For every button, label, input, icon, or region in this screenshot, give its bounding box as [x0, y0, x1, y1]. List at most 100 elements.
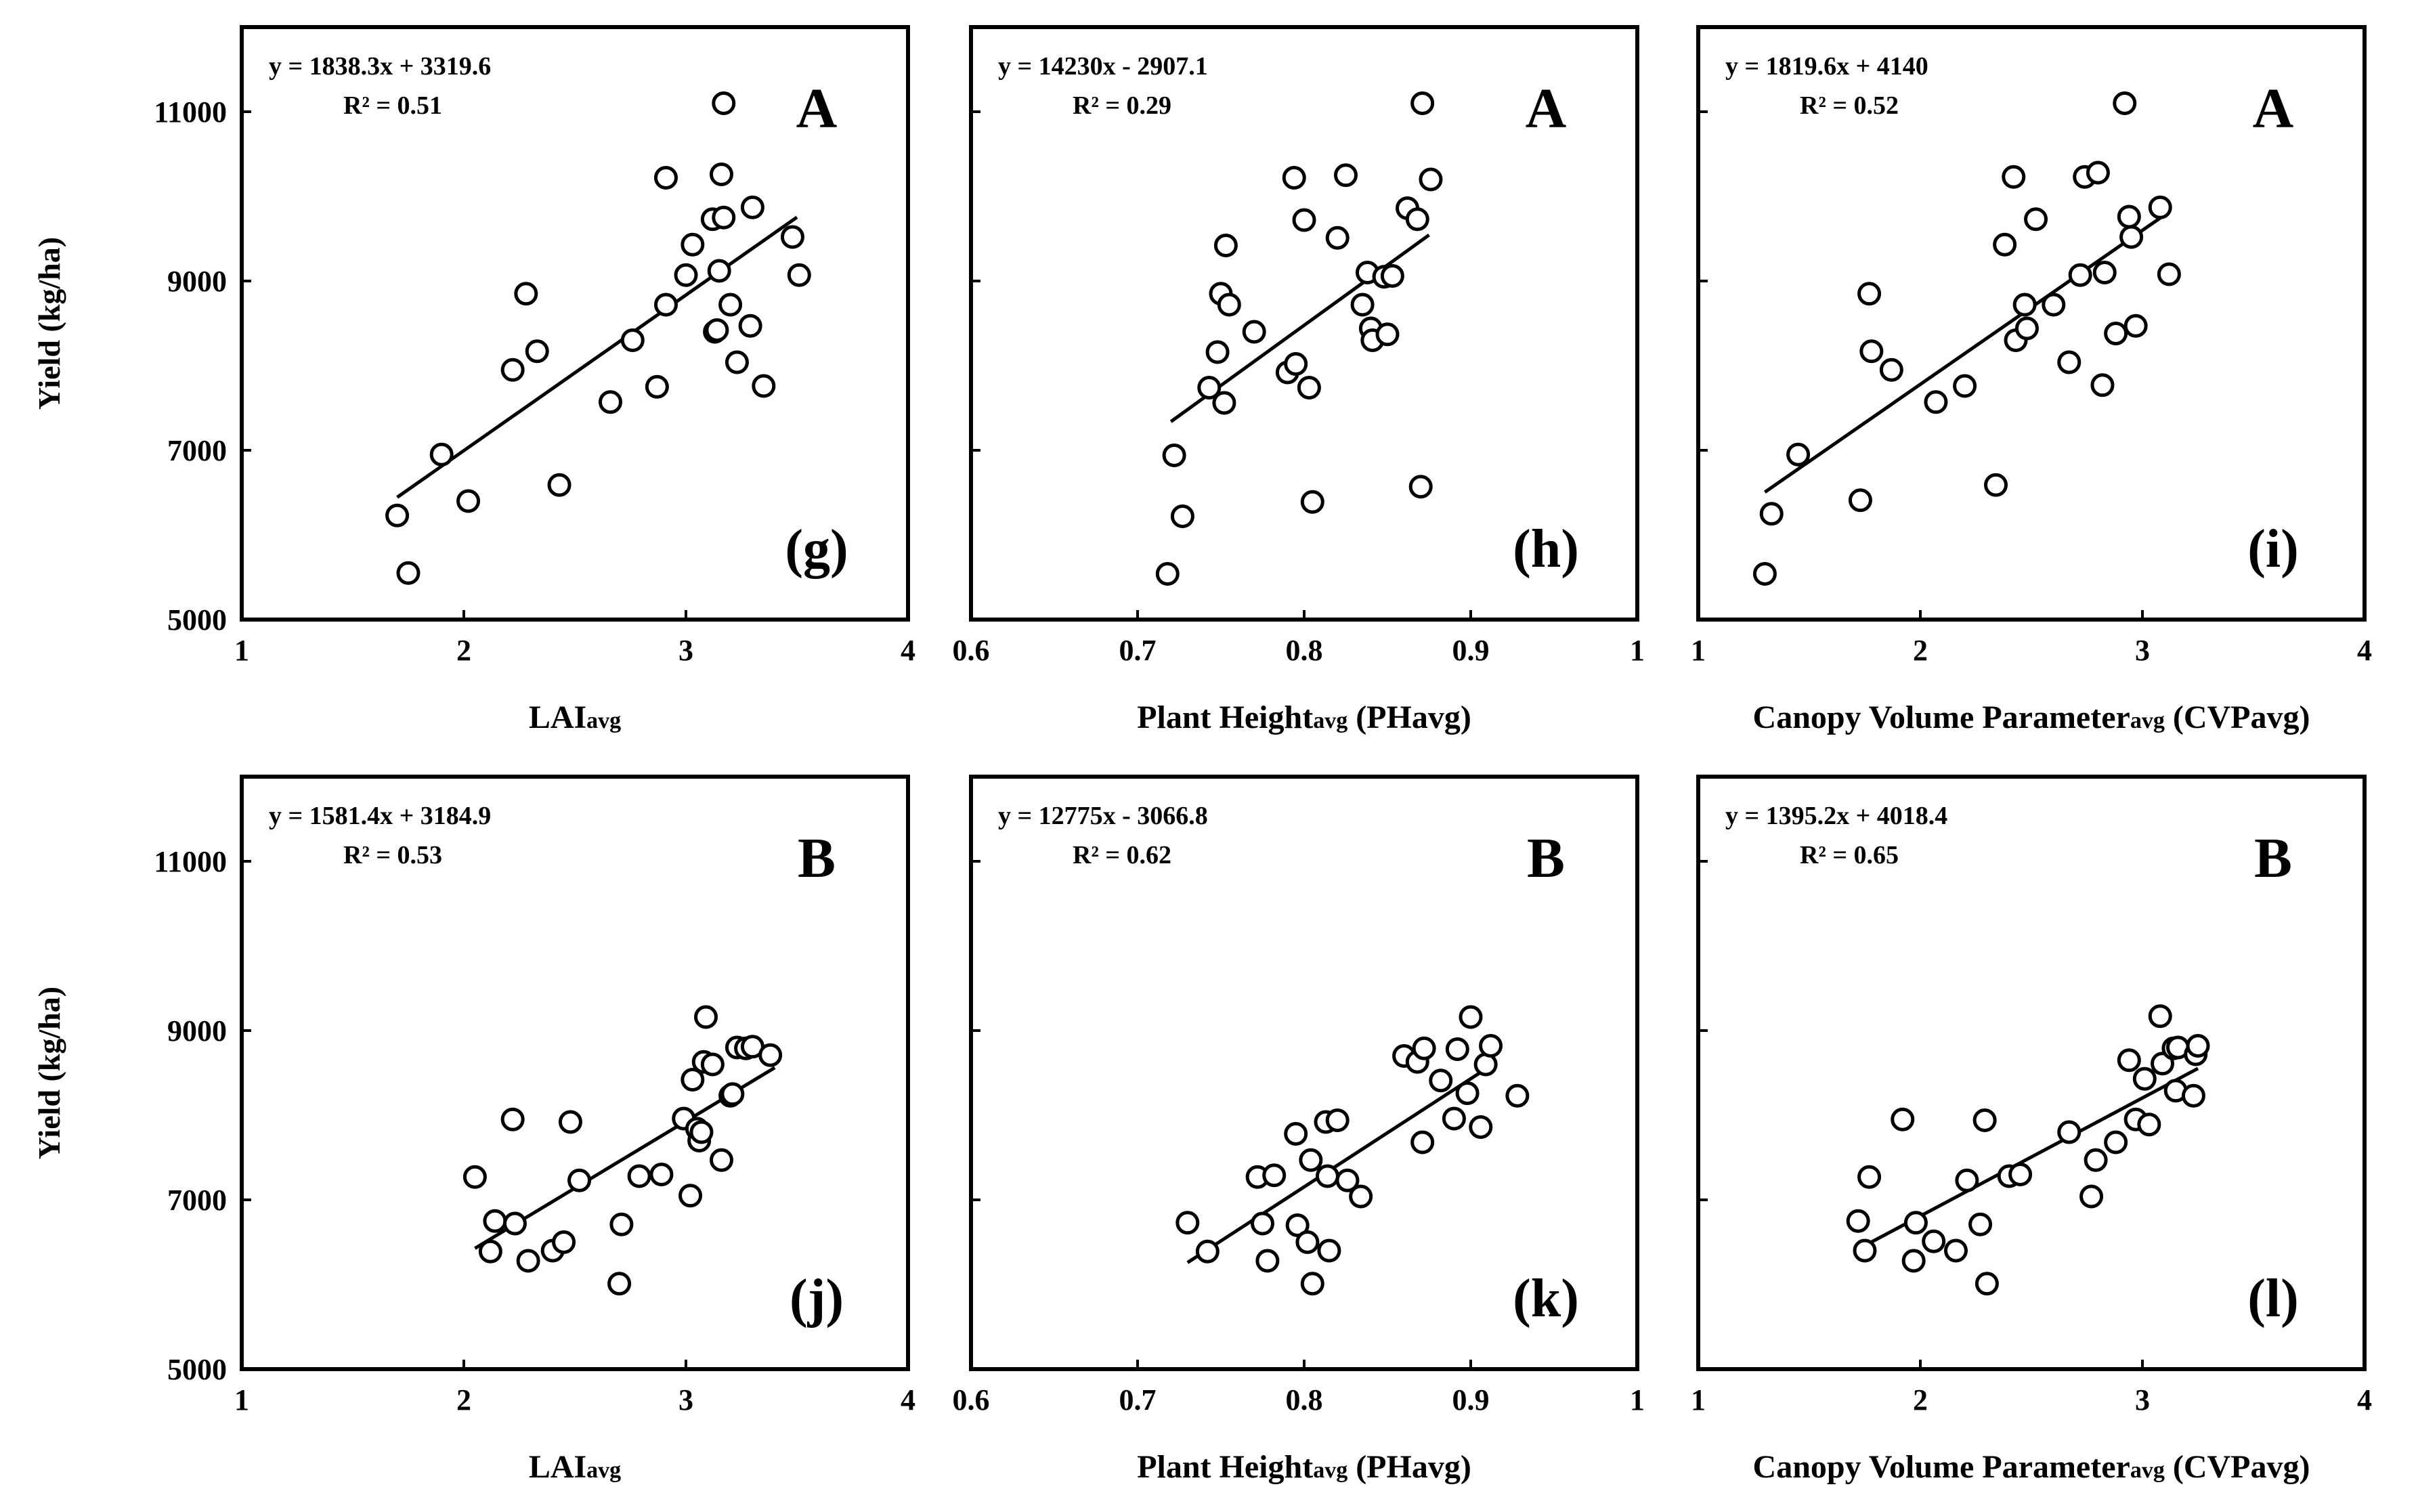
plot-frame: [1696, 25, 2367, 622]
x-tick-label: 0.9: [1452, 1383, 1490, 1417]
plot-frame: [1696, 775, 2367, 1371]
data-point: [1846, 1209, 1870, 1233]
data-point: [514, 282, 538, 306]
data-point: [1853, 1238, 1877, 1263]
data-point: [1903, 1211, 1928, 1235]
group-label: A: [796, 77, 838, 140]
data-point: [1984, 473, 2008, 497]
plot-frame: [969, 25, 1639, 622]
data-point: [2117, 204, 2141, 229]
data-point: [718, 293, 743, 317]
panel-label: (j): [790, 1269, 844, 1329]
data-point: [2113, 91, 2137, 115]
data-point: [1479, 1034, 1503, 1058]
panel-j: 1 2 3 4 5000 7000 9000 11000 Yield (kg/ha) LAIavg…: [32, 775, 915, 1485]
data-point: [1285, 1213, 1310, 1237]
data-point: [674, 263, 698, 287]
data-point: [1284, 352, 1308, 376]
data-point: [1405, 207, 1429, 232]
data-point: [1848, 488, 1872, 513]
data-point: [547, 473, 571, 497]
data-point: [1410, 1130, 1435, 1154]
data-point: [1292, 208, 1316, 232]
y-axis-label: Yield (kg/ha): [32, 237, 66, 410]
data-point: [2137, 1113, 2161, 1137]
x-axis-label-tail: (PHavg): [1347, 1449, 1471, 1485]
data-point: [2024, 207, 2048, 232]
y-tick-label: 9000: [167, 1014, 227, 1047]
data-point: [1943, 1238, 1968, 1263]
data-point: [681, 232, 705, 257]
panel-label: (i): [2247, 519, 2299, 579]
data-point: [1325, 225, 1350, 250]
x-axis-label-subscript: avg: [586, 1458, 621, 1483]
data-point: [709, 1148, 733, 1172]
y-tick-label: 7000: [167, 1184, 227, 1217]
regression-equation: y = 1395.2x + 4018.4: [1725, 802, 1947, 830]
data-point: [1408, 475, 1433, 499]
data-point: [720, 1082, 745, 1106]
data-point: [1459, 1005, 1483, 1029]
x-axis-label: LAIavg: [529, 699, 621, 735]
regression-equation: y = 1819.6x + 4140: [1725, 52, 1928, 81]
data-point: [787, 263, 811, 287]
data-point: [758, 1043, 783, 1067]
data-point: [1175, 1211, 1200, 1235]
x-axis-label-tail: (CVPavg): [2165, 699, 2310, 735]
data-point: [1315, 1164, 1339, 1188]
data-point: [1350, 293, 1375, 317]
data-point: [552, 1230, 576, 1254]
data-point: [1412, 1036, 1436, 1060]
x-tick-label: 3: [678, 634, 693, 667]
data-point: [1334, 163, 1358, 188]
data-point: [502, 1211, 527, 1236]
r-squared: R² = 0.29: [1073, 91, 1171, 120]
data-point: [1505, 1083, 1530, 1108]
data-point: [462, 1165, 487, 1189]
y-tick-label: 7000: [167, 434, 227, 467]
plot-frame: [240, 25, 910, 622]
data-point: [1429, 1068, 1453, 1093]
data-point: [1335, 1168, 1360, 1192]
data-point: [2092, 261, 2117, 284]
data-point: [1162, 444, 1186, 467]
x-axis-label-tail: (CVPavg): [2165, 1449, 2310, 1485]
data-point: [2119, 225, 2144, 249]
data-point: [709, 163, 733, 186]
data-point: [1205, 340, 1230, 364]
x-axis-label-subscript: avg: [1313, 1458, 1347, 1483]
data-point: [1752, 562, 1777, 586]
y-tick-label: 11000: [154, 845, 227, 878]
x-tick-label: 1: [234, 1383, 249, 1417]
data-point: [620, 328, 645, 352]
data-point: [678, 1184, 703, 1208]
data-point: [1380, 264, 1404, 288]
data-point: [653, 293, 678, 317]
data-point: [2181, 1083, 2205, 1108]
data-point: [1968, 1212, 1993, 1236]
data-point: [1317, 1238, 1341, 1263]
data-point: [681, 1068, 705, 1092]
data-point: [1255, 1249, 1280, 1273]
x-axis-label-main: Canopy Volume Parameter: [1753, 699, 2130, 735]
x-tick-label: 0.9: [1452, 634, 1490, 667]
x-tick-label: 2: [1913, 634, 1928, 667]
data-point: [478, 1239, 502, 1263]
data-point: [1410, 91, 1435, 115]
data-point: [653, 166, 678, 190]
data-point: [500, 1107, 525, 1131]
data-point: [2012, 293, 2037, 317]
regression-equation: y = 1838.3x + 3319.6: [269, 52, 491, 81]
x-tick-label: 1: [1630, 1383, 1645, 1417]
trendline: [396, 215, 798, 499]
x-tick-label: 0.6: [953, 634, 990, 667]
data-point: [567, 1168, 592, 1192]
plot-frame: [969, 775, 1639, 1371]
r-squared: R² = 0.65: [1800, 841, 1899, 869]
x-axis-label-main: LAI: [529, 1449, 586, 1485]
y-tick-label: 9000: [167, 265, 227, 298]
x-axis-label-subscript: avg: [1313, 708, 1347, 733]
data-point: [1297, 376, 1321, 399]
data-point: [2014, 316, 2039, 341]
